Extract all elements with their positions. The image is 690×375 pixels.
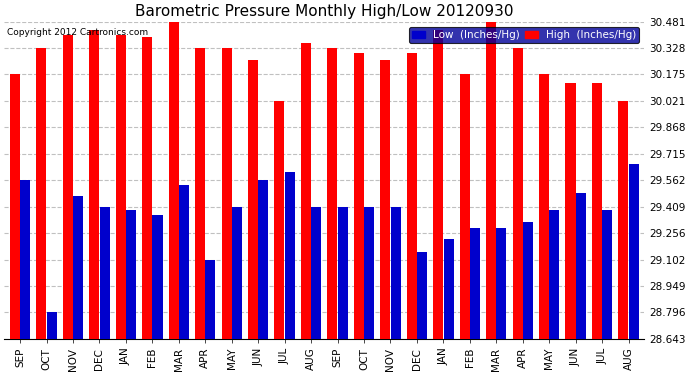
Bar bbox=[391, 207, 401, 339]
Bar bbox=[618, 101, 629, 339]
Bar bbox=[126, 210, 136, 339]
Bar bbox=[417, 252, 427, 339]
Bar bbox=[592, 82, 602, 339]
Bar bbox=[327, 48, 337, 339]
Bar bbox=[232, 207, 242, 339]
Bar bbox=[99, 207, 110, 339]
Title: Barometric Pressure Monthly High/Low 20120930: Barometric Pressure Monthly High/Low 201… bbox=[135, 4, 513, 19]
Bar bbox=[179, 185, 189, 339]
Bar bbox=[364, 207, 374, 339]
Bar bbox=[116, 35, 126, 339]
Bar bbox=[486, 22, 496, 339]
Bar bbox=[406, 53, 417, 339]
Bar bbox=[470, 228, 480, 339]
Bar bbox=[602, 210, 612, 339]
Bar bbox=[354, 53, 364, 339]
Bar bbox=[539, 75, 549, 339]
Bar bbox=[221, 48, 232, 339]
Bar bbox=[549, 210, 560, 339]
Bar bbox=[301, 43, 311, 339]
Bar bbox=[285, 172, 295, 339]
Bar bbox=[337, 207, 348, 339]
Bar bbox=[10, 75, 20, 339]
Bar bbox=[152, 215, 163, 339]
Bar bbox=[576, 193, 586, 339]
Text: Copyright 2012 Cartronics.com: Copyright 2012 Cartronics.com bbox=[8, 28, 148, 37]
Bar bbox=[206, 260, 215, 339]
Bar bbox=[73, 196, 83, 339]
Bar bbox=[380, 60, 391, 339]
Legend: Low  (Inches/Hg), High  (Inches/Hg): Low (Inches/Hg), High (Inches/Hg) bbox=[409, 27, 639, 43]
Bar bbox=[20, 180, 30, 339]
Bar bbox=[460, 75, 470, 339]
Bar bbox=[63, 35, 73, 339]
Bar bbox=[513, 48, 522, 339]
Bar bbox=[142, 37, 152, 339]
Bar bbox=[311, 207, 322, 339]
Bar bbox=[523, 222, 533, 339]
Bar bbox=[258, 180, 268, 339]
Bar bbox=[37, 48, 46, 339]
Bar bbox=[433, 30, 443, 339]
Bar bbox=[248, 60, 258, 339]
Bar bbox=[89, 30, 99, 339]
Bar bbox=[168, 22, 179, 339]
Bar bbox=[195, 48, 205, 339]
Bar bbox=[444, 239, 453, 339]
Bar bbox=[47, 312, 57, 339]
Bar bbox=[275, 101, 284, 339]
Bar bbox=[566, 82, 575, 339]
Bar bbox=[496, 228, 506, 339]
Bar bbox=[629, 164, 639, 339]
